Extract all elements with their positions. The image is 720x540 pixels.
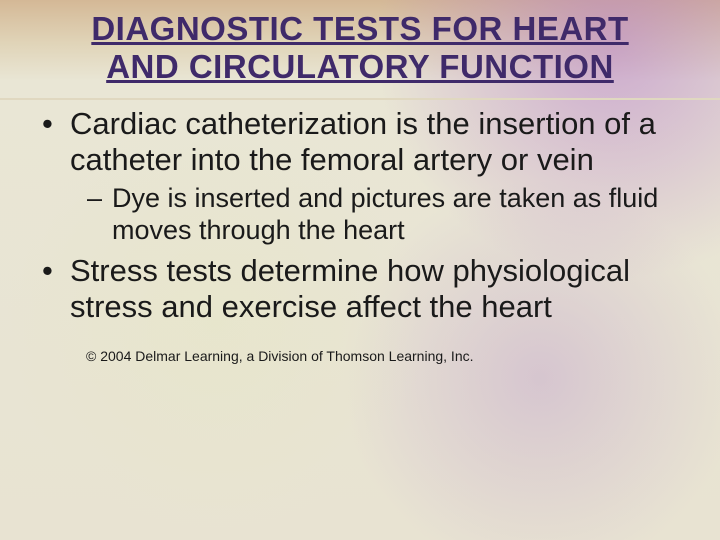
slide-body: • Cardiac catheterization is the inserti… bbox=[30, 106, 690, 364]
bullet-text: Cardiac catheterization is the insertion… bbox=[70, 106, 684, 179]
bullet-level1: • Stress tests determine how physiologic… bbox=[36, 253, 684, 326]
slide-container: DIAGNOSTIC TESTS FOR HEART AND CIRCULATO… bbox=[0, 0, 720, 540]
title-line-1: DIAGNOSTIC TESTS FOR HEART bbox=[91, 10, 628, 47]
bullet-marker: • bbox=[36, 106, 70, 179]
bullet-text: Stress tests determine how physiological… bbox=[70, 253, 684, 326]
title-line-2: AND CIRCULATORY FUNCTION bbox=[106, 48, 614, 85]
bullet-marker: • bbox=[36, 253, 70, 326]
slide-title: DIAGNOSTIC TESTS FOR HEART AND CIRCULATO… bbox=[30, 10, 690, 86]
bullet-level1: • Cardiac catheterization is the inserti… bbox=[36, 106, 684, 179]
bullet-text: Dye is inserted and pictures are taken a… bbox=[112, 183, 684, 247]
bullet-level2: – Dye is inserted and pictures are taken… bbox=[36, 183, 684, 247]
copyright-notice: © 2004 Delmar Learning, a Division of Th… bbox=[36, 348, 684, 364]
bullet-marker: – bbox=[82, 183, 112, 247]
